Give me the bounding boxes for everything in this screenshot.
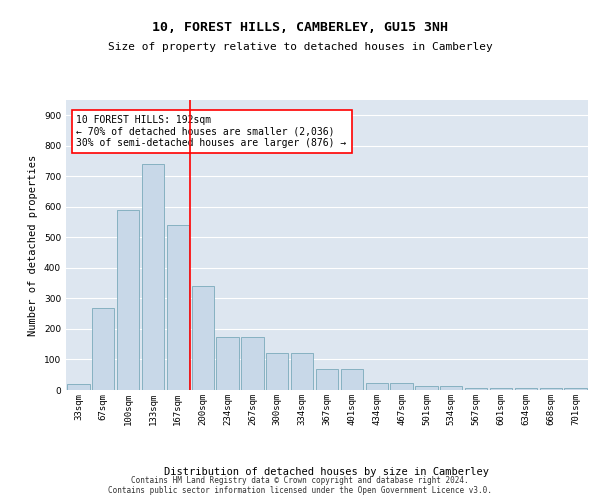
Bar bbox=[565, 388, 587, 390]
Text: Size of property relative to detached houses in Camberley: Size of property relative to detached ho… bbox=[107, 42, 493, 52]
Bar bbox=[167, 225, 189, 390]
Bar bbox=[67, 384, 89, 390]
Text: 10 FOREST HILLS: 192sqm
← 70% of detached houses are smaller (2,036)
30% of semi: 10 FOREST HILLS: 192sqm ← 70% of detache… bbox=[76, 114, 347, 148]
Bar bbox=[539, 388, 562, 390]
Bar bbox=[490, 388, 512, 390]
Bar bbox=[191, 286, 214, 390]
Bar bbox=[365, 384, 388, 390]
Bar bbox=[440, 386, 463, 390]
Bar bbox=[266, 354, 289, 390]
Text: 10, FOREST HILLS, CAMBERLEY, GU15 3NH: 10, FOREST HILLS, CAMBERLEY, GU15 3NH bbox=[152, 21, 448, 34]
Bar bbox=[142, 164, 164, 390]
Bar bbox=[391, 384, 413, 390]
X-axis label: Distribution of detached houses by size in Camberley: Distribution of detached houses by size … bbox=[164, 466, 490, 476]
Bar bbox=[515, 388, 537, 390]
Y-axis label: Number of detached properties: Number of detached properties bbox=[28, 154, 38, 336]
Text: Contains HM Land Registry data © Crown copyright and database right 2024.
Contai: Contains HM Land Registry data © Crown c… bbox=[108, 476, 492, 495]
Bar bbox=[241, 336, 263, 390]
Bar bbox=[316, 369, 338, 390]
Bar bbox=[217, 336, 239, 390]
Bar bbox=[117, 210, 139, 390]
Bar bbox=[415, 386, 437, 390]
Bar bbox=[341, 369, 363, 390]
Bar bbox=[291, 354, 313, 390]
Bar bbox=[465, 388, 487, 390]
Bar bbox=[92, 308, 115, 390]
